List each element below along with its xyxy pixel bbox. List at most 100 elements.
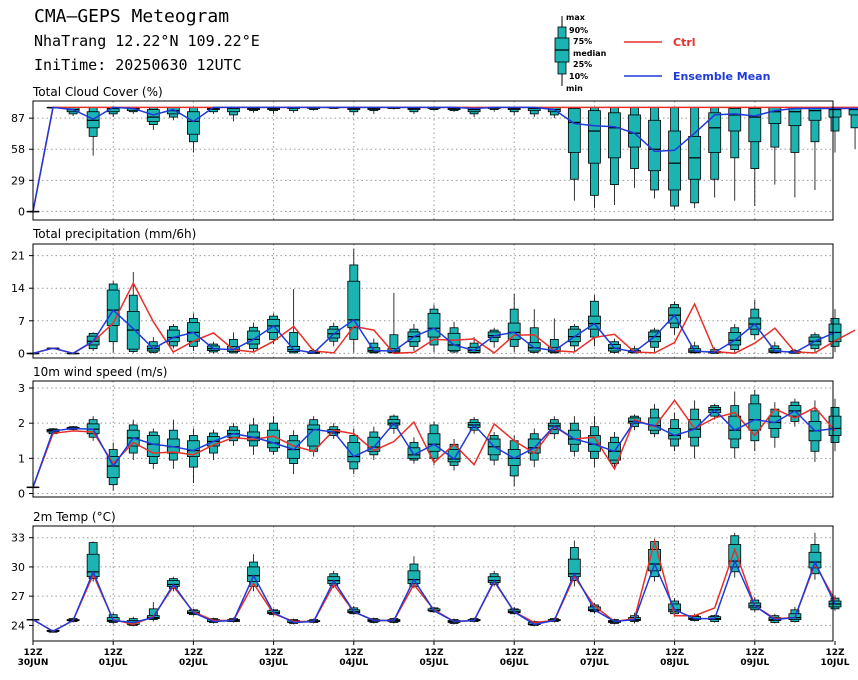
ctrl-series-line [32,399,836,488]
legend-mean-label: Ensemble Mean [673,70,770,83]
box-25-75 [708,112,722,153]
box-25-75 [427,433,441,452]
x-tick-label-date: 01JUL [99,658,128,668]
box-25-75 [347,280,361,329]
box-25-75 [507,322,521,340]
ensemble-box [668,301,681,335]
box-25-75 [567,429,581,445]
ensemble-box [788,606,802,623]
x-tick-label-hour: 12Z [424,648,444,658]
box-25-75 [307,424,321,447]
ensemble-box [287,106,301,113]
panel-frame [32,243,834,359]
ensemble-box [507,293,521,352]
box-25-75 [808,551,822,569]
box-25-75 [407,447,421,459]
ensemble-box [688,107,702,209]
box-10-90 [549,338,559,354]
ensemble-box [487,327,501,348]
y-tick-label: 21 [11,250,25,263]
ensemble-box [387,292,401,354]
ensemble-box [808,332,822,352]
panel-3: 10m wind speed (m/s) 0 1 2 3 [18,365,842,500]
box-25-75 [808,107,822,121]
ensemble-box [588,295,601,347]
ensemble-box [808,532,822,580]
chart-title: CMA—GEPS Meteogram [34,6,230,27]
legend-box-label: 10% [569,72,588,81]
ensemble-box [527,107,541,118]
box-25-75 [668,130,681,191]
ensemble-box [588,107,601,209]
x-tick-label-date: 09JUL [740,658,769,668]
ensemble-box [567,540,581,587]
y-tick-label: 33 [11,532,25,545]
panel-4: 2m Temp (°C) 24 27 30 33 [11,510,842,642]
legend-box-label: median [573,49,607,58]
ensemble-box [146,107,160,130]
box-25-75 [668,603,681,613]
ensemble-mean-line [32,106,858,212]
x-tick-label-hour: 12Z [344,648,364,658]
ensemble-box [708,107,722,198]
x-tick-label-hour: 12Z [184,648,204,658]
ensemble-box [166,419,180,469]
ensemble-box [608,107,621,205]
ensemble-box [728,324,742,353]
ensemble-mean-line [32,408,836,488]
ensemble-box [608,338,621,354]
box-10-90 [529,327,539,353]
x-tick-label-hour: 12Z [505,648,525,658]
panel-frame [32,525,834,642]
box-25-75 [106,289,120,326]
box-25-75 [748,403,762,431]
ensemble-box [768,107,782,185]
box-10-90 [289,332,299,354]
ensemble-box [748,107,762,207]
ensemble-box [347,107,361,115]
ensemble-box [728,107,742,201]
y-tick-label: 29 [11,174,25,187]
x-tick-label-date: 07JUL [580,658,609,668]
panel-title: Total Cloud Cover (%) [32,85,163,99]
y-tick-label: 0 [18,487,25,500]
ensemble-box [648,107,661,199]
box-25-75 [608,112,621,159]
x-tick-label-hour: 12Z [585,648,605,658]
box-25-75 [567,108,581,153]
ensemble-box [86,541,100,582]
y-tick-label: 87 [11,112,25,125]
legend: max 90% 75% median 25% 10% min Ctrl Ensemble Mea… [554,13,770,93]
panel-title: Total precipitation (mm/6h) [32,227,196,241]
ensemble-box [828,107,842,153]
ensemble-box [507,107,521,115]
box-25-75 [628,114,641,148]
panel-frame [32,380,834,498]
legend-box-label: 75% [573,37,592,46]
ensemble-box [668,412,681,452]
ensemble-box [848,107,858,150]
ensemble-box [788,107,802,198]
ensemble-box [146,428,160,469]
legend-ctrl-label: Ctrl [673,36,696,49]
ensemble-box [207,341,220,354]
x-tick-label-date: 08JUL [660,658,689,668]
panel-title: 10m wind speed (m/s) [33,365,167,379]
ensemble-box [186,107,200,153]
x-tick-label-date: 10JUL [821,658,850,668]
ensemble-box [126,271,140,353]
ensemble-mean-line [32,559,836,633]
y-tick-label: 14 [11,282,25,295]
ensemble-box [347,428,361,475]
x-tick-label-hour: 12Z [23,648,43,658]
ensemble-box [367,107,381,114]
x-tick-label-date: 05JUL [420,658,449,668]
y-tick-label: 0 [18,347,25,360]
ensemble-box [828,309,842,352]
x-tick-label-hour: 12Z [825,648,845,658]
ensemble-box [808,107,822,190]
x-tick-label-date: 02JUL [179,658,208,668]
box-25-75 [407,570,421,584]
box-25-75 [588,110,601,164]
